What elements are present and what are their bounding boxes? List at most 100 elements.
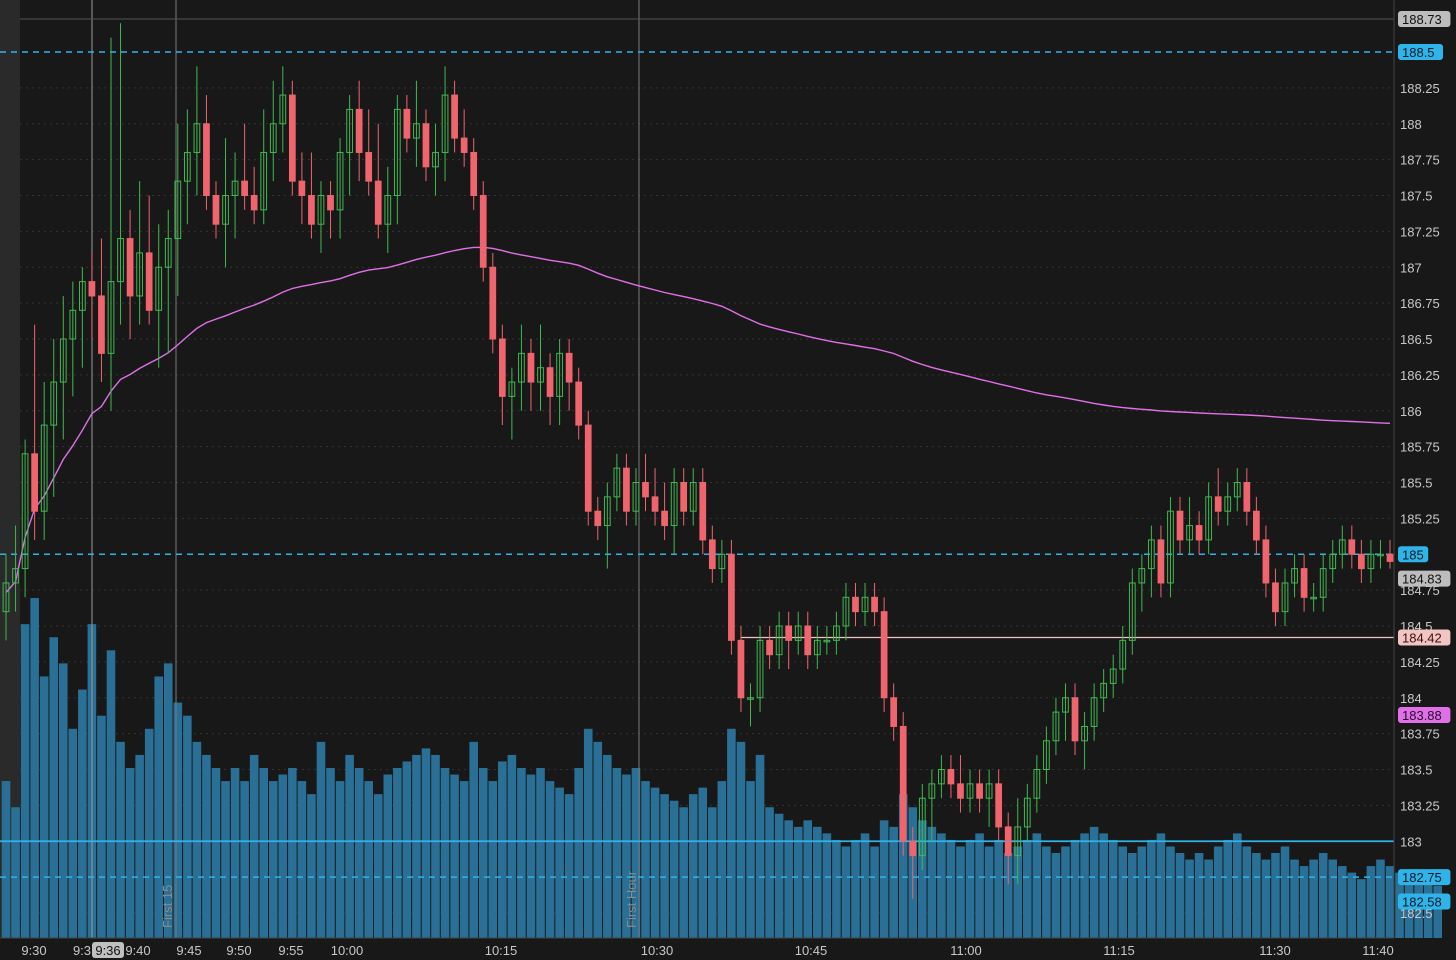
candle-body-8 bbox=[78, 281, 86, 311]
volume-bar-47 bbox=[450, 774, 459, 938]
price-tick-21: 182.5 bbox=[1400, 906, 1433, 921]
volume-bar-18 bbox=[173, 702, 183, 938]
volume-bar-70 bbox=[669, 800, 679, 938]
price-tick-11: 185.5 bbox=[1400, 476, 1433, 491]
volume-bar-78 bbox=[746, 781, 755, 938]
candle-129 bbox=[1233, 468, 1241, 512]
candle-78 bbox=[747, 683, 754, 727]
price-badge-bg-1 bbox=[1398, 44, 1443, 61]
volume-bar-91 bbox=[870, 846, 879, 938]
candle-128 bbox=[1224, 482, 1232, 526]
volume-bar-76 bbox=[727, 728, 736, 938]
volume-bar-39 bbox=[373, 794, 383, 938]
candle-82 bbox=[785, 611, 793, 670]
candle-91 bbox=[871, 582, 878, 627]
volume-bar-40 bbox=[383, 774, 393, 938]
candle-85 bbox=[813, 626, 821, 670]
candle-body-12 bbox=[117, 238, 124, 283]
candle-body-91 bbox=[871, 596, 878, 613]
volume-bar-6 bbox=[58, 663, 68, 938]
price-badge-label-2: 185 bbox=[1402, 547, 1424, 562]
volume-bar-2 bbox=[20, 624, 30, 938]
candle-135 bbox=[1291, 554, 1298, 598]
candle-body-0 bbox=[2, 582, 10, 613]
candle-body-90 bbox=[861, 596, 869, 613]
volume-bar-15 bbox=[144, 728, 154, 938]
price-tick-20: 183 bbox=[1400, 834, 1422, 849]
time-tick-0: 9:30 bbox=[21, 943, 46, 958]
price-tick-12: 185.25 bbox=[1400, 511, 1440, 526]
candle-body-68 bbox=[651, 496, 659, 512]
candle-body-133 bbox=[1272, 582, 1279, 613]
candle-145 bbox=[1386, 539, 1394, 569]
candle-1 bbox=[12, 525, 19, 612]
candle-body-141 bbox=[1348, 539, 1356, 555]
candle-131 bbox=[1253, 496, 1260, 555]
price-tick-7: 186.5 bbox=[1400, 332, 1433, 347]
candle-body-104 bbox=[995, 783, 1003, 828]
price-badge-bg-7 bbox=[1398, 893, 1451, 910]
volume-bar-98 bbox=[937, 833, 946, 938]
candle-15 bbox=[145, 195, 153, 325]
candle-body-53 bbox=[508, 381, 516, 397]
candle-127 bbox=[1214, 468, 1222, 526]
price-badge-level-7: 182.58 bbox=[1398, 893, 1451, 910]
candle-142 bbox=[1358, 539, 1365, 583]
candle-124 bbox=[1186, 496, 1193, 555]
volume-bar-133 bbox=[1271, 853, 1280, 938]
candle-body-115 bbox=[1100, 682, 1108, 699]
candle-137 bbox=[1310, 582, 1318, 612]
price-badge-bg-3 bbox=[1398, 570, 1451, 587]
candle-118 bbox=[1128, 568, 1136, 655]
price-axis[interactable]: 188.25 188 187.75 187.5 187.25 187 186.75 186.5… bbox=[1393, 0, 1440, 938]
candle-body-59 bbox=[565, 352, 573, 383]
candle-body-100 bbox=[957, 783, 964, 799]
candle-body-118 bbox=[1128, 582, 1136, 641]
candle-108 bbox=[1033, 755, 1041, 813]
candle-body-71 bbox=[680, 482, 688, 512]
volume-bar-137 bbox=[1309, 859, 1318, 938]
time-tick-1: 9:3 bbox=[73, 943, 91, 958]
candle-body-32 bbox=[308, 195, 315, 225]
volume-bar-142 bbox=[1357, 879, 1366, 938]
candle-body-51 bbox=[489, 266, 497, 340]
candle-body-66 bbox=[632, 482, 640, 512]
volume-bar-131 bbox=[1252, 853, 1261, 938]
candle-86 bbox=[823, 626, 831, 655]
candle-29 bbox=[279, 66, 287, 153]
price-tick-1: 188 bbox=[1400, 117, 1422, 132]
candle-body-72 bbox=[689, 482, 697, 512]
premarket-shade bbox=[0, 0, 20, 938]
candle-50 bbox=[479, 181, 487, 282]
volume-bar-135 bbox=[1290, 859, 1299, 938]
candle-22 bbox=[212, 181, 220, 239]
candle-body-134 bbox=[1281, 582, 1289, 613]
volume-bar-79 bbox=[755, 754, 765, 938]
price-badge-label-6: 182.75 bbox=[1402, 870, 1442, 885]
volume-bar-38 bbox=[364, 781, 373, 938]
candle-26 bbox=[250, 166, 258, 225]
candle-139 bbox=[1329, 539, 1337, 583]
candle-58 bbox=[556, 339, 563, 426]
volume-bar-118 bbox=[1127, 853, 1137, 938]
volume-bar-124 bbox=[1185, 859, 1194, 938]
time-axis[interactable]: 9:30 9:3 9:40 9:45 9:50 9:55 10:00 10:15 10:30 10… bbox=[0, 937, 1394, 958]
candle-24 bbox=[231, 152, 239, 239]
candle-66 bbox=[632, 468, 640, 526]
price-tick-16: 184 bbox=[1400, 691, 1422, 706]
first-15-label: First 15 bbox=[160, 885, 175, 928]
candle-121 bbox=[1157, 525, 1165, 598]
price-tick-2: 187.75 bbox=[1400, 153, 1440, 168]
candle-body-58 bbox=[556, 352, 563, 397]
volume-bar-41 bbox=[393, 768, 402, 938]
candle-body-15 bbox=[145, 252, 153, 311]
candle-122 bbox=[1167, 496, 1174, 598]
volume-bar-10 bbox=[97, 715, 106, 938]
candle-body-69 bbox=[661, 510, 668, 527]
vwap-line bbox=[5, 246, 1391, 593]
volume-bar-17 bbox=[163, 663, 173, 938]
volume-bar-94 bbox=[898, 794, 908, 938]
price-badge-level-6: 182.75 bbox=[1398, 869, 1451, 886]
candle-67 bbox=[642, 453, 649, 512]
